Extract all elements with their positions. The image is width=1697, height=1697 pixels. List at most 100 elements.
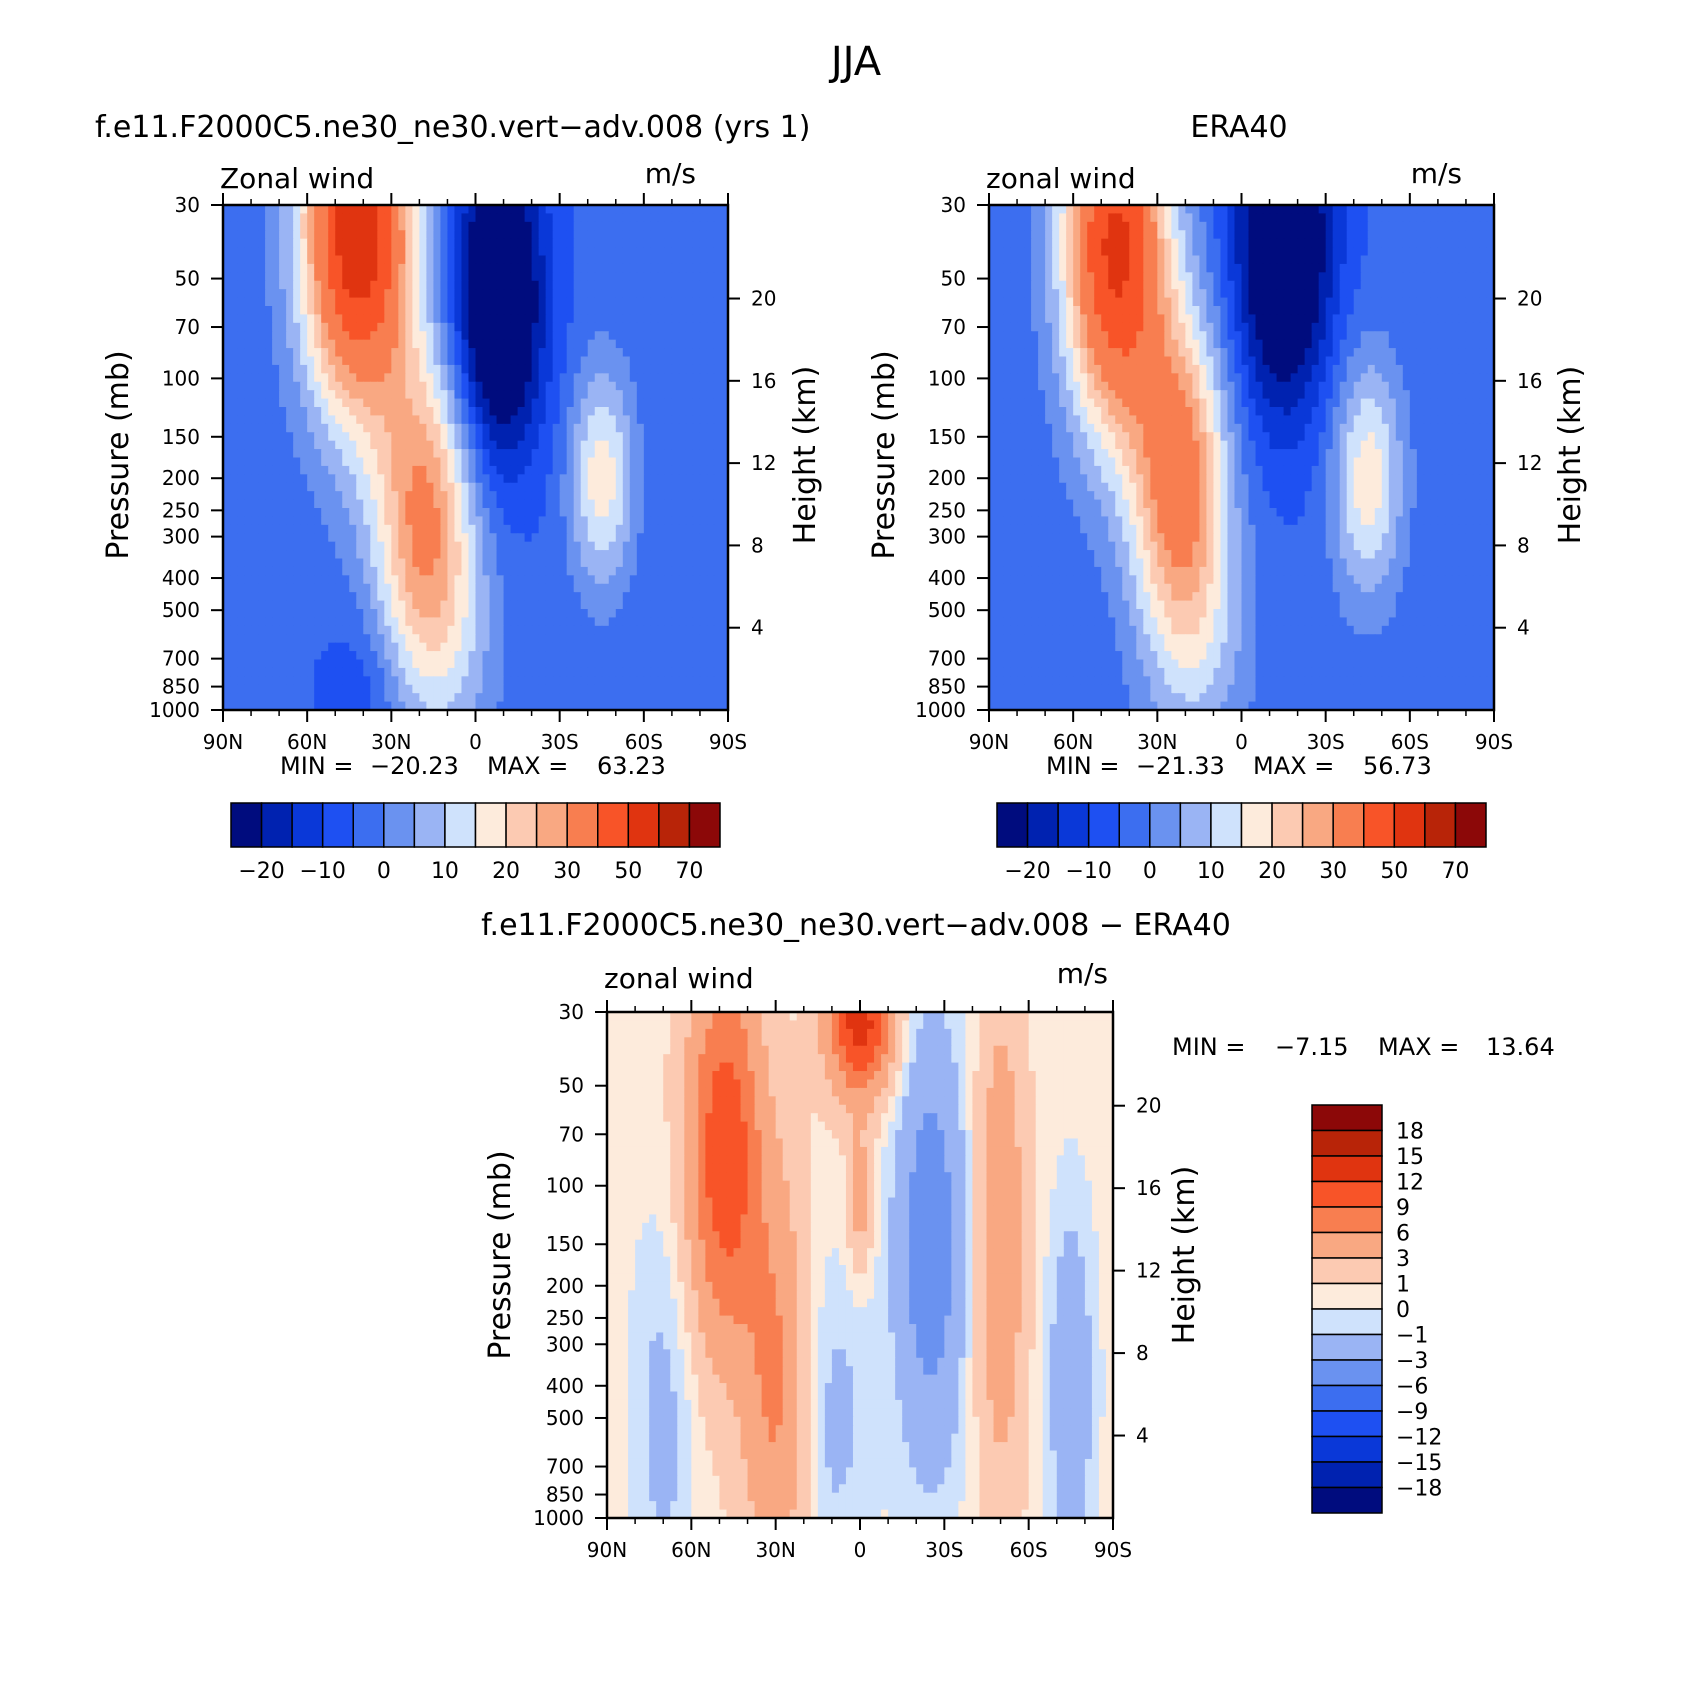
- contour-cell: [321, 339, 329, 349]
- contour-cell: [601, 407, 610, 417]
- contour-cell: [391, 280, 399, 290]
- contour-cell: [244, 306, 252, 316]
- contour-cell: [314, 524, 322, 534]
- contour-cell: [384, 575, 392, 585]
- contour-cell: [391, 558, 399, 568]
- contour-cell: [636, 609, 645, 619]
- contour-cell: [587, 482, 596, 492]
- contour-cell: [643, 592, 652, 602]
- contour-cell: [608, 491, 617, 501]
- contour-cell: [230, 213, 238, 223]
- contour-cell: [433, 440, 442, 450]
- contour-cell: [482, 575, 491, 585]
- contour-cell: [713, 550, 722, 560]
- contour-cell: [384, 381, 392, 391]
- contour-cell: [587, 634, 596, 644]
- contour-cell: [335, 583, 343, 593]
- contour-cell: [244, 625, 252, 635]
- contour-cell: [398, 634, 406, 644]
- contour-cell: [419, 213, 427, 223]
- contour-cell: [664, 364, 673, 374]
- contour-cell: [615, 600, 624, 610]
- x-tick-label: 30N: [371, 730, 411, 754]
- contour-cell: [377, 381, 385, 391]
- contour-cell: [664, 617, 673, 627]
- contour-cell: [650, 558, 659, 568]
- contour-cell: [1248, 213, 1257, 223]
- contour-cell: [524, 676, 533, 686]
- contour-cell: [650, 221, 659, 231]
- contour-cell: [1465, 221, 1474, 231]
- contour-cell: [1150, 247, 1158, 257]
- contour-cell: [398, 465, 406, 475]
- contour-cell: [433, 398, 442, 408]
- contour-cell: [615, 407, 624, 417]
- contour-cell: [699, 533, 708, 543]
- contour-cell: [258, 390, 266, 400]
- contour-cell: [475, 398, 484, 408]
- contour-cell: [223, 533, 231, 543]
- contour-cell: [678, 609, 687, 619]
- contour-cell: [685, 339, 694, 349]
- contour-cell: [622, 205, 631, 215]
- contour-cell: [671, 541, 680, 551]
- contour-cell: [573, 213, 582, 223]
- contour-cell: [685, 533, 694, 543]
- contour-cell: [650, 449, 659, 459]
- contour-cell: [391, 322, 399, 332]
- contour-cell: [468, 600, 477, 610]
- contour-cell: [1423, 238, 1432, 248]
- contour-cell: [482, 398, 491, 408]
- contour-cell: [489, 348, 498, 358]
- contour-cell: [412, 263, 420, 273]
- contour-cell: [265, 651, 273, 661]
- contour-cell: [538, 533, 547, 543]
- contour-cell: [405, 432, 413, 442]
- contour-cell: [720, 541, 729, 551]
- contour-cell: [391, 550, 399, 560]
- contour-cell: [391, 415, 399, 425]
- contour-cell: [328, 617, 336, 627]
- contour-cell: [391, 272, 399, 282]
- contour-cell: [496, 516, 505, 526]
- contour-cell: [657, 221, 666, 231]
- contour-cell: [706, 314, 715, 324]
- contour-cell: [265, 524, 273, 534]
- contour-cell: [629, 238, 638, 248]
- contour-cell: [426, 348, 435, 358]
- contour-cell: [636, 247, 645, 257]
- contour-cell: [475, 600, 484, 610]
- contour-cell: [657, 407, 666, 417]
- contour-cell: [244, 609, 252, 619]
- contour-cell: [713, 617, 722, 627]
- contour-cell: [524, 508, 533, 518]
- contour-cell: [370, 701, 378, 711]
- contour-cell: [300, 474, 308, 484]
- contour-cell: [503, 356, 512, 366]
- contour-cell: [461, 230, 470, 240]
- contour-cell: [524, 398, 533, 408]
- contour-cell: [377, 600, 385, 610]
- contour-cell: [258, 331, 266, 341]
- contour-cell: [405, 407, 413, 417]
- contour-cell: [517, 667, 526, 677]
- contour-cell: [377, 524, 385, 534]
- contour-cell: [510, 331, 519, 341]
- contour-cell: [1290, 238, 1299, 248]
- contour-cell: [342, 609, 350, 619]
- contour-cell: [1136, 247, 1144, 257]
- contour-cell: [300, 516, 308, 526]
- contour-cell: [510, 381, 519, 391]
- contour-cell: [244, 575, 252, 585]
- contour-cell: [706, 516, 715, 526]
- contour-cell: [349, 575, 357, 585]
- contour-cell: [692, 205, 701, 215]
- contour-cell: [300, 314, 308, 324]
- contour-cell: [608, 289, 617, 299]
- contour-cell: [608, 667, 617, 677]
- contour-cell: [328, 499, 336, 509]
- contour-cell: [1346, 230, 1355, 240]
- contour-cell: [615, 255, 624, 265]
- contour-cell: [545, 415, 554, 425]
- contour-cell: [384, 348, 392, 358]
